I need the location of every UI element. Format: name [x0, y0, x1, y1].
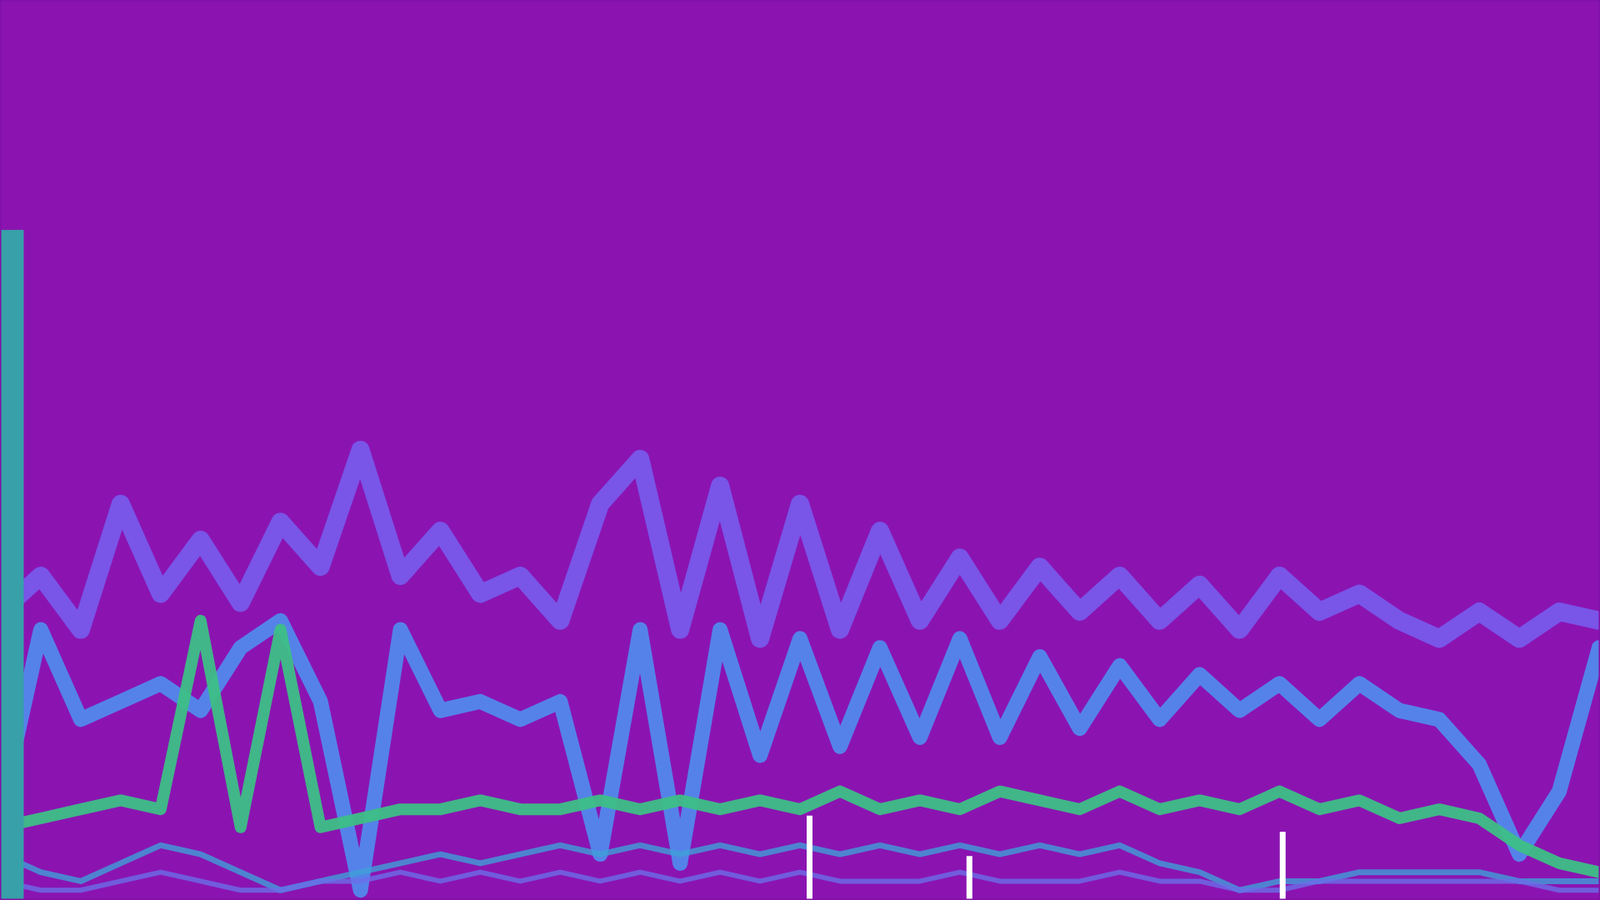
line — [0, 620, 1600, 873]
bar — [0, 230, 24, 900]
plot-frame — [0, 0, 1600, 900]
line — [0, 620, 1600, 890]
plot-area — [0, 230, 1600, 900]
bar — [966, 855, 973, 900]
background — [0, 0, 1600, 900]
line — [0, 872, 1600, 891]
line — [0, 845, 1600, 890]
bar — [806, 815, 813, 900]
chart — [0, 0, 1600, 900]
bar — [1280, 831, 1286, 900]
line — [0, 450, 1600, 639]
